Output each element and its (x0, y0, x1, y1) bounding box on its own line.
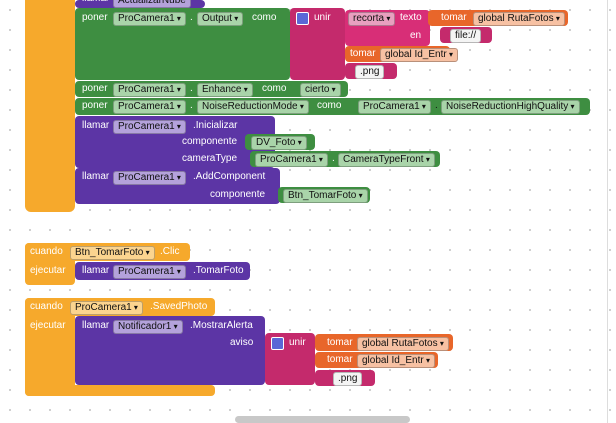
workspace-edge (607, 0, 608, 423)
label: como (317, 100, 342, 111)
label: . (332, 153, 335, 164)
label: . (190, 100, 193, 111)
mutator-icon[interactable] (271, 337, 284, 350)
label: texto (400, 12, 422, 23)
label: .SavedPhoto (150, 301, 208, 312)
label: .AddComponent (193, 171, 266, 182)
outer-event-block[interactable] (25, 0, 75, 212)
dropdown[interactable]: global RutaFotos (473, 12, 565, 26)
dropdown[interactable]: CameraTypeFront (338, 153, 435, 167)
dropdown[interactable]: Btn_TomarFoto (70, 246, 155, 260)
label: en (410, 30, 422, 41)
dropdown[interactable]: NoiseReductionMode (197, 100, 309, 114)
label: como (252, 12, 277, 23)
horizontal-scrollbar[interactable] (235, 416, 410, 423)
dropdown[interactable]: Btn_TomarFoto (283, 189, 368, 203)
label: llamar (82, 120, 110, 131)
label: componente (210, 189, 266, 200)
dropdown[interactable]: ProCamera1 (70, 301, 143, 315)
label: unir (314, 12, 331, 23)
text-field[interactable]: .png (355, 65, 385, 79)
label: .Inicializar (193, 120, 238, 131)
label: llamar (82, 171, 110, 182)
dropdown[interactable]: Enhance (197, 83, 253, 97)
label: llamar (82, 0, 109, 6)
label: llamar (82, 265, 110, 276)
dropdown[interactable]: Output (197, 12, 244, 26)
dropdown[interactable]: ProCamera1 (113, 12, 186, 26)
label: unir (289, 337, 306, 348)
label: . (190, 83, 193, 94)
mutator-icon[interactable] (296, 12, 309, 25)
label: ejecutar (30, 320, 66, 331)
dropdown[interactable]: ProCamera1 (113, 100, 186, 114)
label: como (262, 83, 287, 94)
dropdown[interactable]: global Id_Entr (380, 48, 458, 62)
dropdown[interactable]: ProCamera1 (358, 100, 431, 114)
label: tomar (327, 337, 353, 348)
dropdown[interactable]: ProCamera1 (255, 153, 328, 167)
label: tomar (327, 354, 353, 365)
label: poner (82, 83, 108, 94)
dropdown[interactable]: ProCamera1 (113, 83, 186, 97)
dropdown[interactable]: NoiseReductionHighQuality (441, 100, 580, 114)
label: aviso (230, 337, 254, 348)
dropdown[interactable]: global Id_Entr (357, 354, 435, 368)
label: llamar (82, 320, 110, 331)
dropdown[interactable]: ActualizarNube (113, 0, 191, 8)
dropdown[interactable]: ProCamera1 (113, 265, 186, 279)
label: componente (182, 136, 238, 147)
label: . (190, 12, 193, 23)
label: cuando (30, 301, 63, 312)
dropdown[interactable]: recorta (348, 12, 396, 26)
label: cameraType (182, 153, 238, 164)
label: . (435, 100, 438, 111)
dropdown[interactable]: cierto (300, 83, 341, 97)
text-field[interactable]: .png (333, 372, 363, 386)
label: .TomarFoto (193, 265, 244, 276)
dropdown[interactable]: DV_Foto (251, 136, 307, 150)
label: cuando (30, 246, 63, 257)
text-field[interactable]: file:// (450, 29, 482, 43)
label: poner (82, 12, 108, 23)
label: tomar (350, 48, 376, 59)
dropdown[interactable]: Notificador1 (113, 320, 183, 334)
event-footer (25, 385, 215, 396)
dropdown[interactable]: ProCamera1 (113, 120, 186, 134)
label: ejecutar (30, 265, 66, 276)
dropdown[interactable]: global RutaFotos (357, 337, 449, 351)
label: poner (82, 100, 108, 111)
label: tomar (441, 12, 467, 23)
label: .Clic (160, 246, 180, 257)
dropdown[interactable]: ProCamera1 (113, 171, 186, 185)
label: .MostrarAlerta (190, 320, 253, 331)
